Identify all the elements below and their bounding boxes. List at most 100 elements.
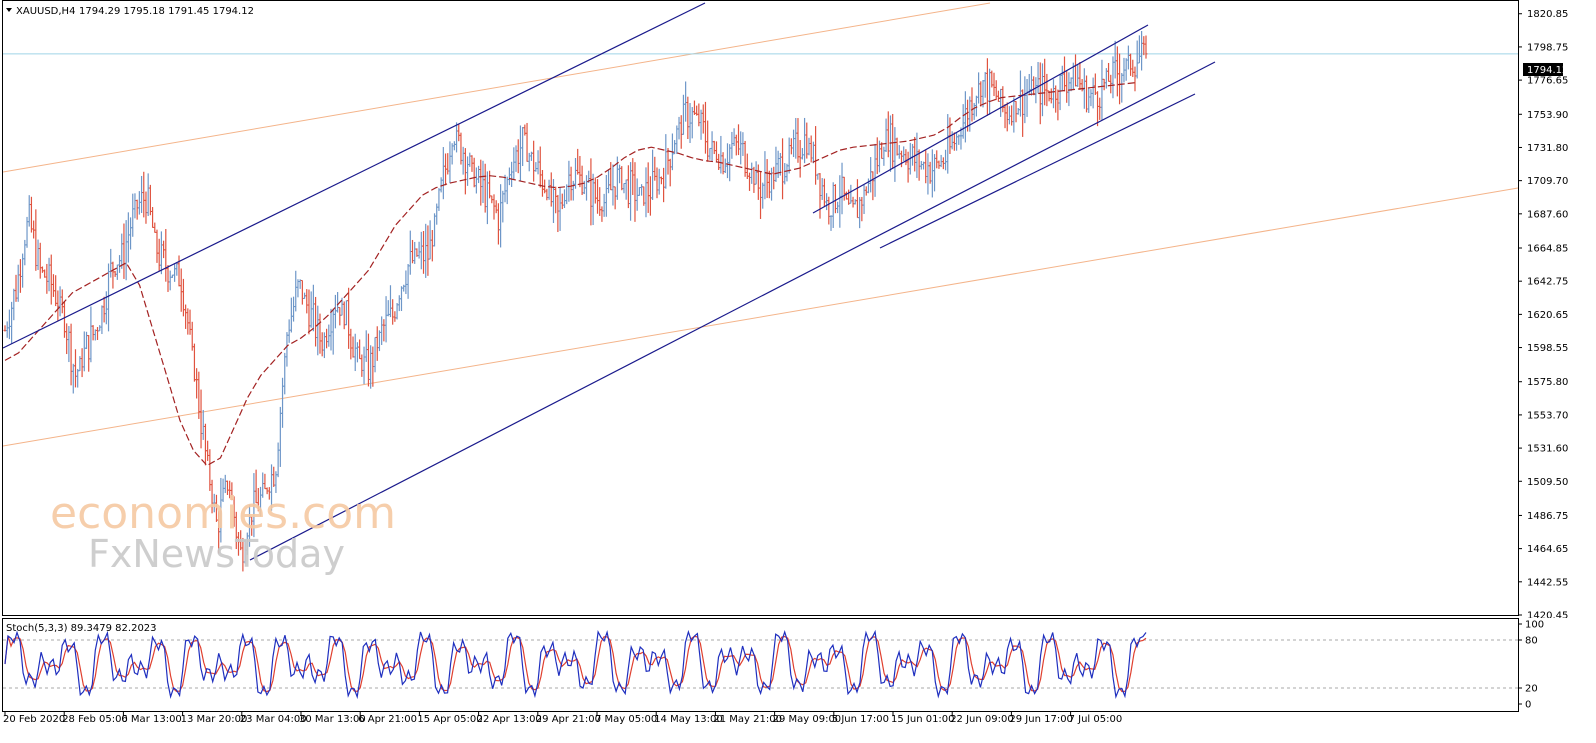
price-bar — [924, 150, 928, 184]
price-bar — [732, 128, 736, 146]
price-bar — [201, 409, 205, 440]
price-bar — [309, 291, 313, 328]
price-bar — [1001, 86, 1005, 113]
price-bar — [338, 307, 342, 326]
price-bar — [419, 231, 423, 270]
time-tick-label: 29 Jun 17:00 — [1009, 714, 1073, 725]
price-bar — [624, 179, 628, 200]
price-bar — [873, 143, 877, 197]
price-bar — [820, 178, 824, 200]
price-bar — [822, 178, 826, 208]
price-bar — [417, 241, 421, 259]
price-bar — [468, 152, 472, 167]
price-bar — [375, 326, 379, 361]
price-bar — [347, 287, 351, 349]
price-bar — [609, 162, 613, 191]
stochastic-plot-area[interactable] — [3, 629, 1518, 700]
price-bar — [745, 153, 749, 179]
price-bar — [996, 90, 1000, 102]
price-bar — [1109, 74, 1113, 94]
ohlc-label: 1794.29 1795.18 1791.45 1794.12 — [79, 6, 254, 17]
price-bar — [882, 146, 886, 166]
price-bar — [129, 217, 133, 250]
price-bar — [131, 193, 135, 237]
price-bar — [404, 270, 408, 295]
price-bar — [1133, 66, 1137, 92]
price-bar — [719, 135, 723, 174]
price-bar — [1131, 59, 1135, 78]
price-bar — [459, 132, 463, 165]
price-bar — [600, 206, 604, 222]
price-bar — [977, 72, 981, 104]
price-bar — [287, 319, 291, 343]
price-bar — [897, 145, 901, 159]
price-bar — [807, 137, 811, 156]
price-tick-label: 1753.90 — [1527, 110, 1568, 121]
current-price-tag: 1794.12 — [1523, 63, 1568, 76]
price-bar — [985, 58, 989, 116]
price-bar — [1032, 76, 1036, 96]
price-bar — [816, 173, 820, 180]
time-tick-label: 15 Jun 01:00 — [891, 714, 955, 725]
time-tick-label: 15 Apr 05:00 — [417, 714, 482, 725]
price-bar — [333, 294, 337, 329]
price-tick-label: 1776.65 — [1527, 76, 1568, 87]
price-bar — [1023, 76, 1027, 124]
channel-line-upper-short[interactable] — [812, 24, 1149, 214]
time-tick-label: 28 Feb 05:00 — [62, 714, 128, 725]
price-bar — [800, 148, 804, 160]
price-tick-label: 1531.60 — [1527, 444, 1568, 455]
price-bar — [474, 167, 478, 194]
price-bar — [18, 259, 22, 293]
price-bar — [668, 158, 672, 187]
price-bar — [1067, 72, 1071, 107]
price-bar — [560, 193, 564, 210]
price-bar — [858, 197, 862, 229]
price-bar — [1120, 72, 1124, 103]
price-bar — [692, 100, 696, 115]
price-bar — [38, 242, 42, 279]
stochastic-axis: 100 80 20 0 — [1518, 620, 1544, 711]
price-bar — [441, 147, 445, 200]
price-chart[interactable]: 1820.85 1798.75 1776.65 1753.90 1731.80 1709.… — [0, 0, 1596, 618]
stochastic-panel[interactable]: 100 80 20 0 Stoch(5,3,3) 89.3479 82.2023 20… — [0, 618, 1596, 743]
price-bar — [937, 160, 941, 169]
price-tick-label: 1687.60 — [1527, 209, 1568, 220]
price-bar — [613, 186, 617, 210]
price-bar — [263, 473, 267, 490]
price-bar — [51, 274, 55, 297]
price-bar — [188, 309, 192, 335]
current-price-label: 1794.12 — [1527, 65, 1568, 76]
time-tick-label: 7 Jul 05:00 — [1069, 714, 1123, 725]
price-bar — [886, 111, 890, 158]
stochastic-level-label: 100 — [1525, 620, 1544, 631]
price-bar — [895, 137, 899, 156]
price-plot-area[interactable] — [2, 2, 1519, 572]
price-bar — [855, 179, 859, 219]
price-bar — [935, 150, 939, 169]
price-bar — [891, 113, 895, 169]
channel-line-lower-short[interactable] — [879, 93, 1196, 249]
price-bar — [1060, 65, 1064, 91]
price-bar — [300, 279, 304, 305]
price-bar — [179, 268, 183, 312]
price-bar — [384, 296, 388, 343]
dropdown-triangle-icon[interactable] — [6, 8, 12, 12]
channel-line-lower-long[interactable] — [249, 61, 1216, 561]
price-bar — [622, 182, 626, 194]
price-bar — [655, 167, 659, 199]
price-axis: 1820.85 1798.75 1776.65 1753.90 1731.80 1709.… — [1518, 9, 1568, 618]
price-tick-label: 1420.45 — [1527, 611, 1568, 619]
price-bar — [71, 363, 75, 394]
price-bar — [102, 296, 106, 323]
price-bar — [157, 238, 161, 272]
price-bar — [653, 156, 657, 181]
price-bar — [433, 213, 437, 247]
price-bar — [662, 167, 666, 203]
fib-line-upper — [2, 2, 991, 173]
price-bar — [1107, 62, 1111, 82]
channel-line-upper-long[interactable] — [2, 2, 706, 349]
price-bar — [604, 174, 608, 217]
price-bar — [574, 158, 577, 189]
price-tick-label: 1820.85 — [1527, 9, 1568, 20]
